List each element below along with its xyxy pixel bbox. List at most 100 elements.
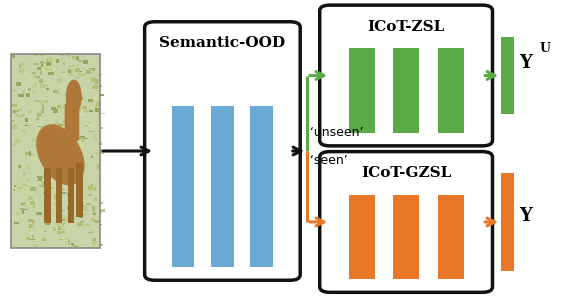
Bar — [40, 54, 44, 56]
Bar — [36, 212, 41, 215]
Bar — [41, 64, 43, 67]
Bar — [26, 141, 29, 143]
Bar — [501, 173, 514, 271]
Bar — [16, 109, 22, 111]
Bar — [87, 200, 90, 201]
Bar — [95, 90, 97, 91]
Bar — [45, 203, 47, 206]
Bar — [58, 226, 61, 230]
Bar — [92, 231, 94, 233]
Bar — [75, 146, 77, 149]
Bar — [77, 98, 81, 102]
Bar — [77, 60, 82, 62]
Bar — [68, 85, 72, 90]
Bar — [11, 54, 100, 248]
Bar — [89, 110, 92, 113]
Bar — [22, 210, 24, 214]
Bar — [57, 124, 63, 126]
Bar — [95, 139, 97, 142]
Bar — [49, 199, 52, 203]
Bar — [37, 179, 39, 182]
Bar — [12, 217, 17, 219]
Bar — [72, 221, 74, 224]
Bar — [39, 195, 41, 197]
Bar — [32, 235, 34, 238]
Bar — [99, 224, 102, 225]
Bar — [29, 219, 34, 222]
Bar — [393, 48, 419, 133]
Bar — [65, 124, 69, 128]
Bar — [88, 130, 94, 132]
Bar — [54, 166, 56, 170]
Bar — [42, 210, 45, 211]
Bar — [89, 69, 92, 72]
Bar — [95, 95, 96, 96]
Bar — [92, 220, 96, 222]
Bar — [46, 133, 49, 137]
Bar — [83, 110, 88, 113]
Bar — [91, 78, 96, 82]
Bar — [34, 145, 38, 147]
Bar — [90, 68, 95, 71]
Bar — [53, 90, 59, 93]
Bar — [42, 108, 46, 109]
Bar — [37, 128, 40, 130]
Bar — [100, 113, 105, 114]
Bar — [88, 232, 93, 233]
Bar — [92, 244, 95, 247]
Bar — [38, 114, 41, 117]
Bar — [14, 222, 19, 224]
Bar — [29, 239, 35, 240]
Bar — [92, 85, 97, 88]
Bar — [87, 78, 91, 79]
Bar — [67, 192, 69, 196]
Bar — [29, 224, 33, 228]
Bar — [56, 113, 59, 116]
Bar — [99, 151, 102, 153]
Bar — [60, 73, 65, 76]
Bar — [37, 113, 41, 117]
Bar — [41, 111, 43, 113]
Bar — [81, 237, 83, 241]
Bar — [14, 110, 19, 112]
Bar — [56, 68, 58, 69]
Bar — [95, 97, 98, 99]
Bar — [39, 79, 43, 83]
Bar — [38, 123, 41, 124]
Bar — [40, 236, 42, 239]
Bar — [28, 110, 32, 113]
Bar — [56, 169, 62, 223]
Bar — [33, 74, 36, 78]
Bar — [67, 142, 70, 145]
Bar — [47, 68, 52, 71]
Bar — [50, 154, 54, 157]
Bar — [80, 143, 86, 147]
FancyBboxPatch shape — [65, 103, 79, 141]
Bar — [100, 149, 102, 153]
Bar — [52, 54, 53, 55]
Text: Y: Y — [519, 54, 532, 72]
Bar — [93, 85, 98, 89]
Bar — [437, 195, 464, 279]
Bar — [64, 238, 69, 240]
Bar — [57, 93, 61, 95]
Bar — [59, 180, 61, 182]
Bar — [75, 191, 78, 194]
Bar — [32, 157, 36, 160]
Bar — [77, 89, 80, 92]
Bar — [99, 63, 100, 65]
Bar — [39, 185, 44, 188]
Bar — [72, 56, 75, 59]
Bar — [35, 100, 39, 102]
Bar — [69, 138, 75, 140]
Bar — [62, 217, 68, 220]
Bar — [91, 187, 97, 189]
Bar — [45, 194, 50, 198]
Bar — [63, 83, 65, 86]
Bar — [437, 48, 464, 133]
Bar — [75, 77, 79, 79]
Bar — [88, 99, 94, 101]
Bar — [36, 118, 39, 120]
Bar — [22, 204, 26, 207]
Bar — [38, 138, 44, 141]
